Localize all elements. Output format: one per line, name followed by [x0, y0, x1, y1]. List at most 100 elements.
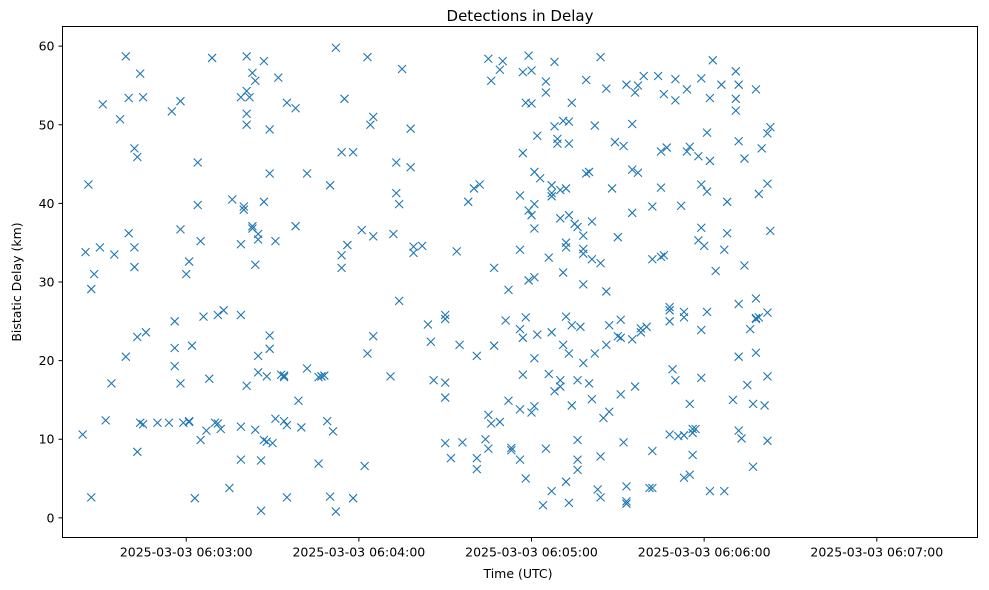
data-point	[250, 425, 260, 435]
data-point	[472, 464, 482, 474]
data-point	[527, 210, 536, 220]
data-point	[538, 500, 548, 510]
x-axis: 2025-03-03 06:03:00 2025-03-03 06:04:00 20…	[120, 537, 943, 560]
data-point	[722, 197, 732, 207]
data-point	[610, 137, 620, 147]
data-point	[682, 147, 692, 156]
data-point	[751, 314, 761, 324]
data-point	[256, 506, 266, 516]
data-point	[429, 375, 439, 385]
data-point	[740, 261, 749, 270]
data-point	[481, 434, 490, 444]
data-point	[555, 382, 565, 391]
data-point	[176, 224, 185, 234]
data-point	[279, 371, 289, 380]
data-point	[331, 507, 341, 516]
data-point	[763, 436, 772, 446]
data-point	[224, 483, 234, 493]
data-point	[506, 445, 516, 455]
data-point	[685, 399, 695, 409]
data-point	[440, 393, 450, 402]
data-point	[573, 465, 582, 475]
data-point	[521, 474, 531, 483]
data-point	[656, 183, 666, 193]
data-point	[357, 225, 367, 235]
data-point	[573, 222, 582, 232]
data-point	[515, 455, 525, 465]
data-point	[196, 236, 206, 246]
data-point	[564, 349, 574, 358]
data-point	[325, 492, 335, 502]
x-tick-label: 2025-03-03 06:06:00	[638, 545, 771, 560]
data-point	[515, 324, 525, 334]
data-point	[550, 386, 559, 396]
data-point	[282, 493, 292, 502]
data-point	[187, 341, 197, 351]
data-point	[291, 221, 300, 231]
data-point	[645, 483, 654, 493]
data-point	[455, 340, 464, 350]
data-point	[452, 246, 462, 256]
data-point	[199, 312, 208, 321]
data-point	[213, 419, 223, 428]
data-point	[337, 147, 346, 157]
data-point	[662, 143, 672, 152]
data-point	[532, 330, 542, 340]
data-point	[337, 250, 346, 260]
data-point	[348, 493, 358, 503]
data-point	[564, 117, 574, 127]
data-point	[587, 217, 597, 226]
data-point	[78, 430, 88, 439]
data-point	[314, 459, 323, 468]
data-point	[184, 417, 194, 427]
data-point	[656, 147, 666, 156]
data-point	[236, 239, 246, 249]
data-point	[532, 131, 542, 141]
data-point	[699, 241, 709, 251]
data-point	[763, 308, 772, 318]
data-point	[622, 80, 631, 90]
data-point	[642, 322, 651, 332]
data-point	[440, 310, 450, 320]
data-point	[279, 416, 289, 426]
data-point	[765, 226, 775, 236]
data-point	[342, 240, 352, 250]
data-point	[170, 343, 180, 353]
data-point	[685, 142, 695, 152]
x-tick-label: 2025-03-03 06:03:00	[120, 545, 253, 560]
x-tick-label: 2025-03-03 06:05:00	[465, 545, 598, 560]
data-point	[630, 382, 640, 391]
x-axis-label: Time (UTC)	[482, 566, 552, 581]
data-point	[141, 327, 151, 337]
data-point	[440, 314, 450, 324]
data-point	[265, 331, 275, 340]
data-point	[86, 284, 96, 294]
data-point	[711, 266, 721, 276]
data-point	[760, 401, 769, 410]
data-point	[535, 173, 545, 183]
data-point	[153, 418, 162, 428]
data-point	[705, 156, 715, 166]
data-point	[268, 438, 277, 448]
data-point	[567, 401, 577, 410]
data-point	[259, 197, 269, 207]
y-tick-label: 0	[47, 510, 55, 525]
data-point	[325, 180, 335, 190]
data-point	[633, 168, 643, 178]
y-tick-label: 60	[39, 39, 55, 54]
data-point	[273, 73, 283, 82]
data-point	[688, 428, 698, 438]
data-point	[368, 331, 378, 341]
data-point	[576, 322, 585, 332]
data-point	[740, 154, 749, 163]
data-point	[604, 320, 614, 330]
data-point	[578, 249, 588, 259]
data-point	[406, 124, 416, 134]
x-tick-label: 2025-03-03 06:07:00	[810, 545, 943, 560]
data-point	[529, 272, 539, 282]
data-point	[573, 375, 582, 385]
data-point	[331, 43, 341, 53]
data-point	[386, 371, 395, 381]
